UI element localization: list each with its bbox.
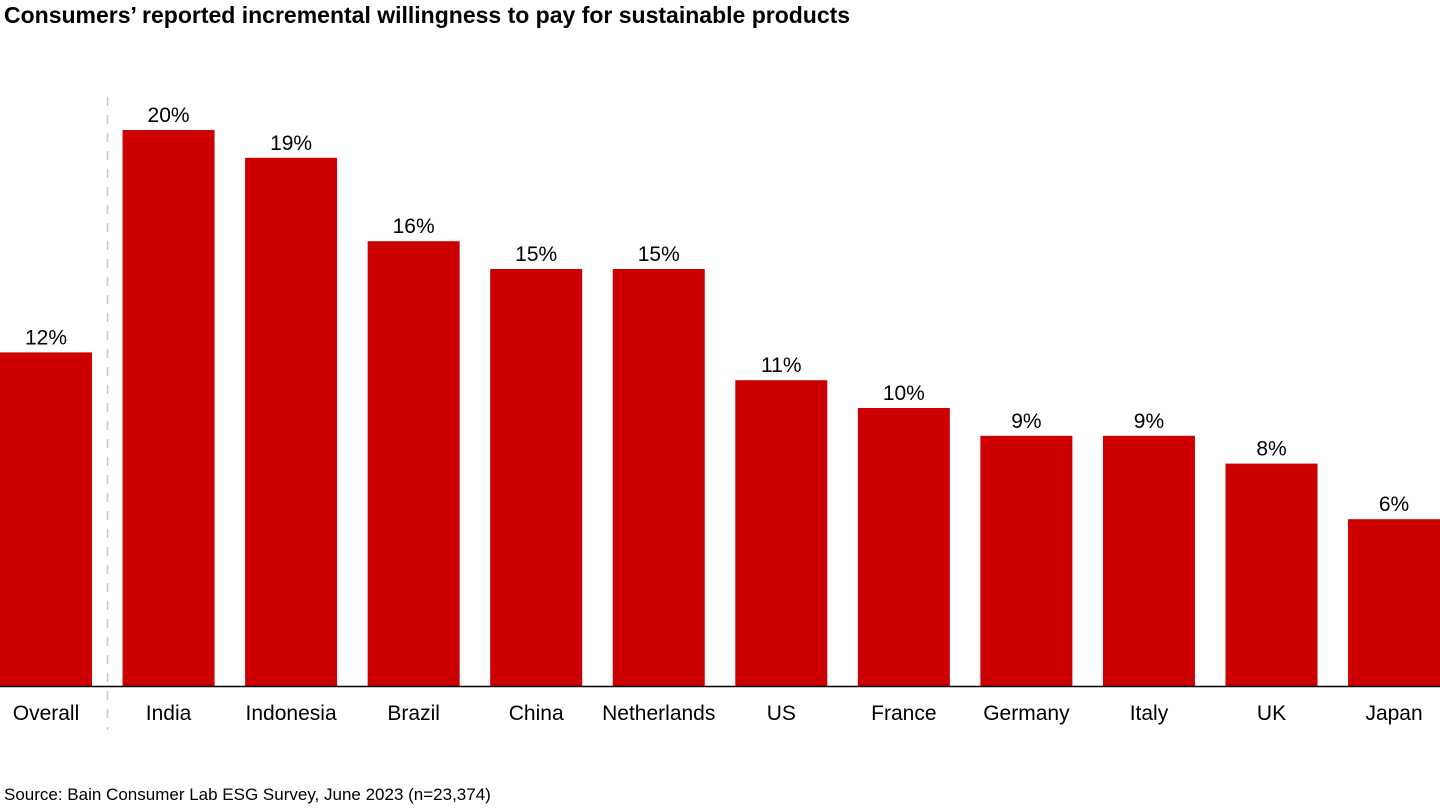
- data-label: 9%: [1134, 410, 1164, 433]
- source-note: Source: Bain Consumer Lab ESG Survey, Ju…: [4, 785, 491, 804]
- data-label: 16%: [393, 215, 435, 238]
- chart-title: Consumers’ reported incremental willingn…: [4, 2, 851, 28]
- category-label: Overall: [13, 702, 80, 725]
- data-label: 19%: [270, 132, 312, 155]
- data-label: 10%: [883, 382, 925, 405]
- bar-netherlands: [612, 269, 705, 686]
- bar-uk: [1225, 463, 1318, 686]
- category-label: UK: [1257, 702, 1286, 725]
- bar-overall: [0, 352, 92, 686]
- bar-japan: [1348, 519, 1440, 686]
- bar-china: [490, 269, 583, 686]
- category-label: US: [767, 702, 796, 725]
- bar-italy: [1102, 435, 1195, 686]
- data-label: 15%: [515, 243, 557, 266]
- data-label: 11%: [761, 354, 801, 377]
- data-label: 6%: [1379, 493, 1409, 516]
- category-label: India: [146, 702, 192, 725]
- category-label: Germany: [983, 702, 1070, 725]
- bar-france: [857, 408, 950, 686]
- bar-germany: [980, 435, 1073, 686]
- bar-india: [122, 130, 215, 686]
- data-label: 15%: [638, 243, 680, 266]
- category-label: Brazil: [387, 702, 440, 725]
- category-label: Japan: [1365, 702, 1422, 725]
- data-label: 12%: [25, 326, 67, 349]
- data-label: 8%: [1256, 438, 1286, 461]
- bar-brazil: [367, 241, 460, 686]
- category-label: Italy: [1130, 702, 1169, 725]
- category-label: China: [509, 702, 564, 725]
- category-label: Indonesia: [246, 702, 337, 725]
- bar-indonesia: [245, 157, 338, 687]
- data-label: 9%: [1011, 410, 1041, 433]
- data-label: 20%: [148, 104, 190, 127]
- category-label: Netherlands: [602, 702, 715, 725]
- bar-us: [735, 380, 828, 686]
- category-label: France: [871, 702, 936, 725]
